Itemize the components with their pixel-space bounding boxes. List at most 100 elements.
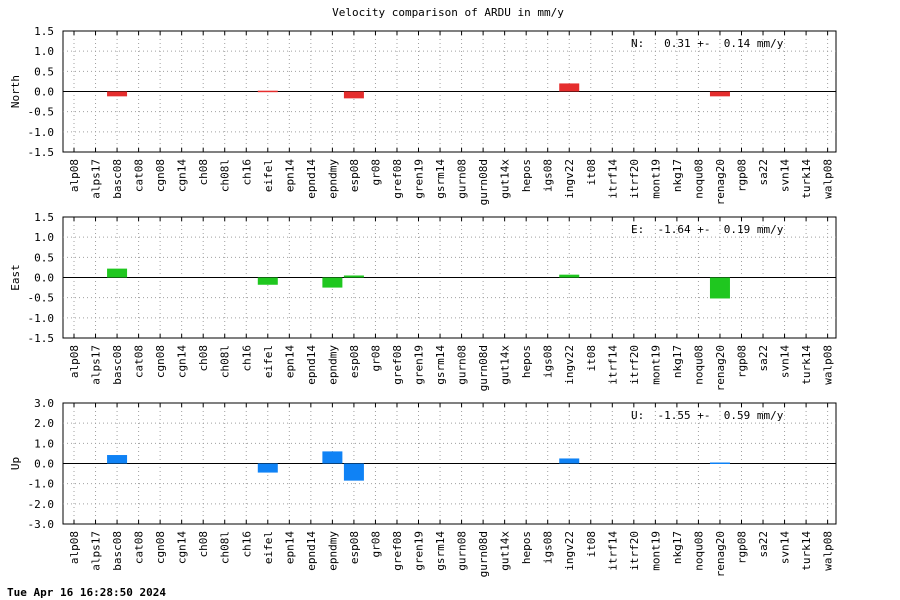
y-tick-label: 0.5 bbox=[34, 251, 54, 264]
bar-ingv22 bbox=[559, 83, 580, 92]
x-tick-label: cgn14 bbox=[176, 531, 189, 564]
x-tick-label: sa22 bbox=[757, 345, 770, 372]
x-tick-label: itrf20 bbox=[628, 159, 641, 199]
x-tick-label: epndmy bbox=[326, 159, 339, 199]
x-tick-label: gut14x bbox=[499, 159, 512, 199]
x-tick-label: itrf20 bbox=[628, 345, 641, 385]
x-tick-label: svn14 bbox=[779, 345, 792, 378]
x-tick-label: epnd14 bbox=[305, 531, 318, 571]
x-tick-label: epnd14 bbox=[305, 345, 318, 385]
x-tick-label: alp08 bbox=[68, 159, 81, 192]
y-tick-label: 3.0 bbox=[34, 397, 54, 410]
x-tick-label: cgn14 bbox=[176, 345, 189, 378]
x-tick-label: it08 bbox=[585, 531, 598, 558]
x-tick-label: epn14 bbox=[283, 531, 296, 564]
x-tick-label: itrf14 bbox=[606, 531, 619, 571]
bar-basc08 bbox=[107, 455, 128, 464]
x-tick-label: eifel bbox=[262, 159, 275, 192]
x-tick-label: gref08 bbox=[391, 159, 404, 199]
x-tick-label: nkg17 bbox=[671, 531, 684, 564]
bar-epndmy bbox=[322, 451, 343, 464]
x-tick-label: gurn08d bbox=[477, 345, 490, 391]
x-tick-label: alps17 bbox=[90, 531, 103, 571]
x-tick-label: nkg17 bbox=[671, 345, 684, 378]
x-tick-label: gr08 bbox=[369, 159, 382, 186]
x-tick-label: ch08l bbox=[219, 531, 232, 564]
bar-renag20 bbox=[709, 277, 730, 299]
x-tick-label: sa22 bbox=[757, 531, 770, 558]
y-tick-label: 1.5 bbox=[34, 25, 54, 38]
x-tick-label: ch08 bbox=[197, 531, 210, 558]
x-tick-label: rgp08 bbox=[735, 345, 748, 378]
x-tick-label: ingv22 bbox=[563, 531, 576, 571]
x-tick-label: esp08 bbox=[348, 159, 361, 192]
y-tick-label: -1.0 bbox=[28, 126, 55, 139]
x-tick-label: noqu08 bbox=[692, 159, 705, 199]
x-tick-label: svn14 bbox=[779, 159, 792, 192]
y-tick-label: -1.0 bbox=[28, 478, 55, 491]
bar-renag20 bbox=[709, 91, 730, 97]
x-tick-label: igs08 bbox=[542, 345, 555, 378]
panel-annotation: U: -1.55 +- 0.59 mm/y bbox=[631, 409, 784, 422]
bar-eifel bbox=[257, 90, 278, 93]
x-tick-label: alp08 bbox=[68, 531, 81, 564]
x-tick-label: turk14 bbox=[800, 159, 813, 199]
x-tick-label: alps17 bbox=[90, 159, 103, 199]
y-axis-label: North bbox=[9, 75, 22, 108]
x-tick-label: renag20 bbox=[714, 159, 727, 205]
x-tick-label: ingv22 bbox=[563, 345, 576, 385]
x-tick-label: gurn08 bbox=[456, 159, 469, 199]
x-tick-label: ch16 bbox=[240, 159, 253, 186]
panel-annotation: E: -1.64 +- 0.19 mm/y bbox=[631, 223, 784, 236]
x-tick-label: basc08 bbox=[111, 531, 124, 571]
y-tick-label: -1.5 bbox=[28, 332, 55, 345]
bar-renag20 bbox=[709, 462, 730, 464]
bar-esp08 bbox=[343, 91, 364, 99]
bar-esp08 bbox=[343, 275, 364, 278]
x-tick-label: igs08 bbox=[542, 159, 555, 192]
x-tick-label: gurn08 bbox=[456, 345, 469, 385]
bar-eifel bbox=[257, 463, 278, 473]
x-tick-label: itrf20 bbox=[628, 531, 641, 571]
x-tick-label: epn14 bbox=[283, 159, 296, 192]
y-axis-label: Up bbox=[9, 457, 22, 470]
x-tick-label: ingv22 bbox=[563, 159, 576, 199]
x-tick-label: gsrm14 bbox=[434, 531, 447, 571]
x-tick-label: itrf14 bbox=[606, 159, 619, 199]
x-tick-label: gr08 bbox=[369, 345, 382, 372]
x-tick-label: hepos bbox=[520, 345, 533, 378]
y-tick-label: 1.5 bbox=[34, 211, 54, 224]
x-tick-label: gr08 bbox=[369, 531, 382, 558]
x-tick-label: walp08 bbox=[822, 345, 835, 385]
x-tick-label: it08 bbox=[585, 159, 598, 186]
x-tick-label: gren19 bbox=[413, 345, 426, 385]
bar-ingv22 bbox=[559, 274, 580, 278]
x-tick-label: hepos bbox=[520, 531, 533, 564]
x-tick-label: cat08 bbox=[133, 531, 146, 564]
y-tick-label: 0.0 bbox=[34, 458, 54, 471]
y-axis-label: East bbox=[9, 264, 22, 291]
bar-ingv22 bbox=[559, 458, 580, 464]
y-tick-label: 1.0 bbox=[34, 45, 54, 58]
x-tick-label: cgn14 bbox=[176, 159, 189, 192]
y-tick-label: 0.0 bbox=[34, 272, 54, 285]
bar-esp08 bbox=[343, 463, 364, 481]
x-tick-label: ch08l bbox=[219, 345, 232, 378]
x-tick-label: eifel bbox=[262, 345, 275, 378]
y-tick-label: -1.0 bbox=[28, 312, 55, 325]
x-tick-label: igs08 bbox=[542, 531, 555, 564]
y-tick-label: -0.5 bbox=[28, 106, 55, 119]
x-tick-label: ch16 bbox=[240, 531, 253, 558]
x-tick-label: epnd14 bbox=[305, 159, 318, 199]
x-tick-label: epndmy bbox=[326, 345, 339, 385]
timestamp: Tue Apr 16 16:28:50 2024 bbox=[7, 586, 166, 599]
y-tick-label: 1.0 bbox=[34, 231, 54, 244]
x-tick-label: epndmy bbox=[326, 531, 339, 571]
x-tick-label: esp08 bbox=[348, 531, 361, 564]
x-tick-label: gut14x bbox=[499, 345, 512, 385]
x-tick-label: turk14 bbox=[800, 345, 813, 385]
x-tick-label: ch08l bbox=[219, 159, 232, 192]
x-tick-label: rgp08 bbox=[735, 531, 748, 564]
x-tick-label: gref08 bbox=[391, 345, 404, 385]
